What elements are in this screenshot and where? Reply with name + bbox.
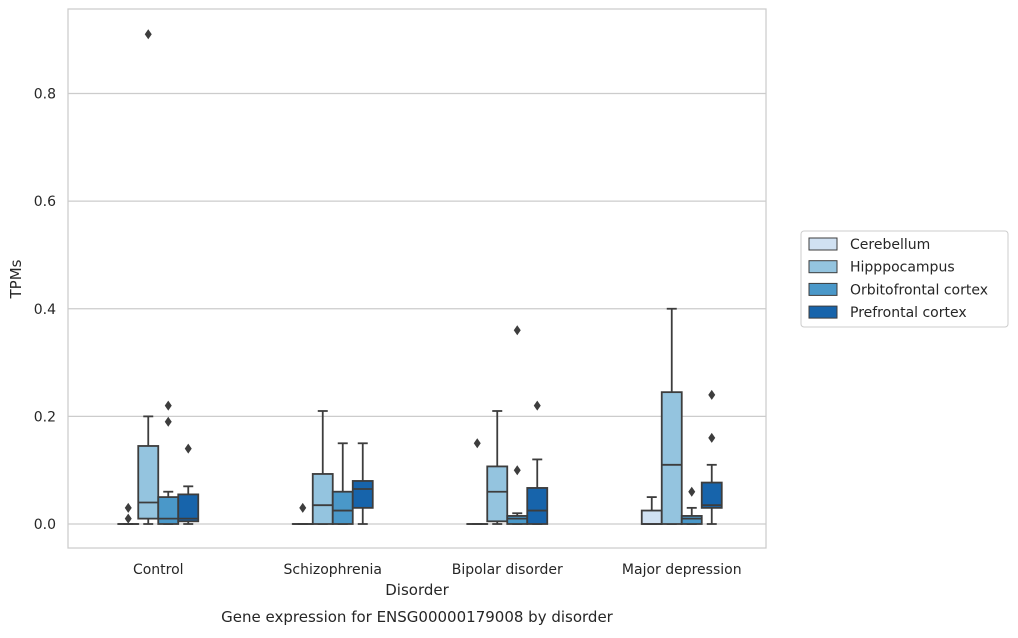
x-tick-label: Control	[133, 562, 184, 578]
x-tick-label: Bipolar disorder	[452, 562, 563, 578]
legend-label: Orbitofrontal cortex	[850, 282, 988, 298]
y-tick-label: 0.0	[34, 517, 56, 533]
box-body	[682, 516, 702, 524]
y-tick-label: 0.4	[34, 302, 56, 318]
legend-label: Prefrontal cortex	[850, 305, 967, 321]
x-tick-label: Major depression	[622, 562, 742, 578]
box-body	[527, 488, 547, 524]
chart-caption: Gene expression for ENSG00000179008 by d…	[221, 608, 614, 626]
box-body	[487, 466, 507, 521]
y-tick-label: 0.8	[34, 87, 56, 103]
legend-label: Hipppocampus	[850, 260, 955, 276]
x-axis-title: Disorder	[385, 581, 449, 599]
legend-swatch	[809, 306, 837, 318]
box-body	[158, 497, 178, 524]
y-tick-label: 0.2	[34, 409, 56, 425]
box-body	[313, 474, 333, 524]
box-body	[507, 516, 527, 524]
legend-swatch	[809, 238, 837, 250]
legend-label: Cerebellum	[850, 237, 930, 253]
box-body	[353, 481, 373, 508]
box-body	[138, 446, 158, 519]
x-tick-label: Schizophrenia	[284, 562, 382, 578]
legend-swatch	[809, 261, 837, 273]
box-body	[333, 492, 353, 524]
box-body	[642, 511, 662, 524]
box-body	[702, 483, 722, 508]
legend-swatch	[809, 283, 837, 295]
legend: Cerebellum Hipppocampus Orbitofrontal cort…	[801, 231, 1008, 327]
box-body	[178, 494, 198, 521]
box-body	[662, 392, 682, 524]
y-axis-title: TPMs	[7, 259, 25, 299]
y-tick-label: 0.6	[34, 194, 56, 210]
